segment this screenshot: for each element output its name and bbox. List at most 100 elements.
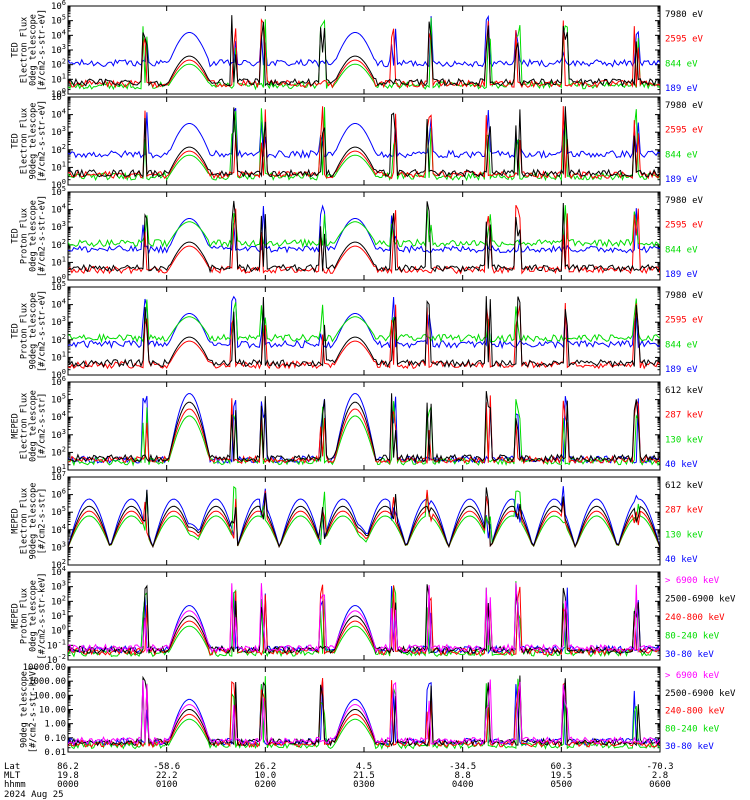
y-axis-label-line: 90deg telescope	[29, 103, 39, 180]
series-trace	[68, 15, 660, 88]
y-tick-label: 106	[51, 0, 66, 12]
legend-entry: 189 eV	[665, 84, 698, 94]
y-tick-label: 100.00	[33, 691, 66, 701]
traces	[68, 200, 660, 275]
legend-entry: 30-80 keV	[665, 742, 714, 752]
y-axis-label-line: Proton Flux	[20, 208, 30, 264]
x-tick-label: 86.2	[57, 762, 79, 772]
series-trace	[68, 489, 660, 548]
series-trace	[68, 675, 660, 747]
y-tick-label: 102	[51, 445, 66, 458]
series-trace	[68, 107, 660, 182]
legend-entry: 2500-6900 keV	[665, 689, 736, 699]
legend-entry: 30-80 keV	[665, 650, 714, 660]
y-axis-label-line: [#/cm2-s-str-keV]	[38, 573, 48, 660]
legend-entry: 7980 eV	[665, 10, 704, 20]
y-tick-label: 104	[51, 565, 66, 578]
legend-entry: 844 eV	[665, 340, 698, 350]
legend-entry: 2595 eV	[665, 316, 704, 326]
y-axis-label-line: TED	[11, 133, 21, 148]
y-tick-label: 105	[51, 505, 66, 518]
y-tick-label: 101	[51, 72, 66, 85]
legend-entry: 80-240 keV	[665, 724, 720, 734]
y-axis-label-line: 0deg telescope	[29, 390, 39, 462]
legend-entry: 844 eV	[665, 150, 698, 160]
y-tick-label: 0.01	[44, 748, 66, 758]
y-tick-label: 107	[51, 470, 66, 483]
series-trace	[68, 487, 660, 548]
legend-entry: 130 keV	[665, 435, 704, 445]
panel-frame	[67, 96, 661, 186]
y-tick-label: 101	[51, 350, 66, 363]
x-tick-label: 19.8	[57, 771, 79, 781]
legend-entry: > 6900 keV	[665, 576, 720, 586]
legend-entry: 130 keV	[665, 530, 704, 540]
y-tick-label: 106	[51, 375, 66, 388]
series-trace	[68, 486, 660, 548]
legend-entry: 844 eV	[665, 59, 698, 69]
y-tick-label: 102	[51, 143, 66, 156]
legend-entry: 80-240 keV	[665, 632, 720, 642]
traces	[68, 14, 660, 91]
y-tick-label: 102	[51, 333, 66, 346]
y-tick-label: 103	[51, 540, 66, 553]
y-tick-label: 10.00	[39, 706, 66, 716]
y-axis-label-line: Proton Flux	[20, 303, 30, 359]
legend-entry: 240-800 keV	[665, 613, 725, 623]
y-axis-label: 90deg telescope [#/cm2-s-str-keV]	[20, 666, 39, 753]
y-tick-label: 1000.00	[28, 677, 66, 687]
series-trace	[68, 295, 660, 350]
panel-8: 0.01 0.10 1.00 10.00 100.00 1000.00 10000.0090…	[20, 663, 737, 758]
y-axis-label-line: [#/cm2-s-str-eV]	[38, 100, 48, 182]
x-tick-label: 0000	[57, 780, 79, 790]
legend-entry: 7980 eV	[665, 196, 704, 206]
series-trace	[68, 582, 660, 654]
y-tick-label: 105	[51, 280, 66, 293]
legend-entry: > 6900 keV	[665, 671, 720, 681]
x-tick-label: 0400	[452, 780, 474, 790]
series-trace	[68, 302, 660, 370]
y-tick-label: 100	[51, 273, 66, 286]
traces	[68, 485, 660, 548]
y-axis-label-line: MEPED	[11, 603, 21, 629]
x-row-label: 2024 Aug 25	[4, 790, 64, 800]
y-tick-label: 105	[51, 185, 66, 198]
y-axis-label-line: [#/cm2-s-str-keV]	[29, 666, 39, 753]
y-tick-label: 1.00	[44, 720, 66, 730]
y-axis-label: MEPED Electron Flux 90deg telescope [#/cm2-…	[11, 483, 48, 560]
legend-entry: 287 keV	[665, 411, 704, 421]
series-trace	[68, 584, 660, 657]
y-axis-label-line: [#/cm2-s-str-eV]	[38, 195, 48, 277]
traces	[68, 391, 660, 467]
series-trace	[68, 296, 660, 369]
y-axis-label-line: 90deg telescope	[29, 293, 39, 370]
y-axis-label: MEPED Proton Flux 0deg telescope [#/cm2-s-s…	[11, 573, 48, 660]
y-axis-label-line: TED	[11, 228, 21, 243]
y-tick-label: 101	[51, 255, 66, 268]
x-tick-label: 8.8	[455, 771, 471, 781]
legend-entry: 844 eV	[665, 245, 698, 255]
y-axis-label-line: [#/cm2-s-str-eV]	[38, 9, 48, 91]
y-tick-label: 105	[51, 90, 66, 103]
y-axis-label-line: MEPED	[11, 508, 21, 534]
y-tick-label: 104	[51, 203, 66, 216]
legend-entry: 189 eV	[665, 270, 698, 280]
y-tick-label: 102	[51, 594, 66, 607]
series-trace	[68, 298, 660, 344]
y-tick-label: 100	[51, 624, 66, 637]
y-tick-label: 100	[51, 87, 66, 100]
y-tick-label: 106	[51, 488, 66, 501]
x-tick-label: 0500	[550, 780, 572, 790]
y-axis-label-line: [#/cm2-s-str-eV]	[38, 290, 48, 372]
series-trace	[68, 485, 660, 548]
series-trace	[68, 106, 660, 180]
y-tick-label: 102	[51, 558, 66, 571]
legend-entry: 2500-6900 keV	[665, 595, 736, 605]
y-axis-label-line: [#/cm2-s-str]	[38, 488, 48, 555]
y-tick-label: 102	[51, 58, 66, 71]
y-tick-label: 100	[51, 178, 66, 191]
